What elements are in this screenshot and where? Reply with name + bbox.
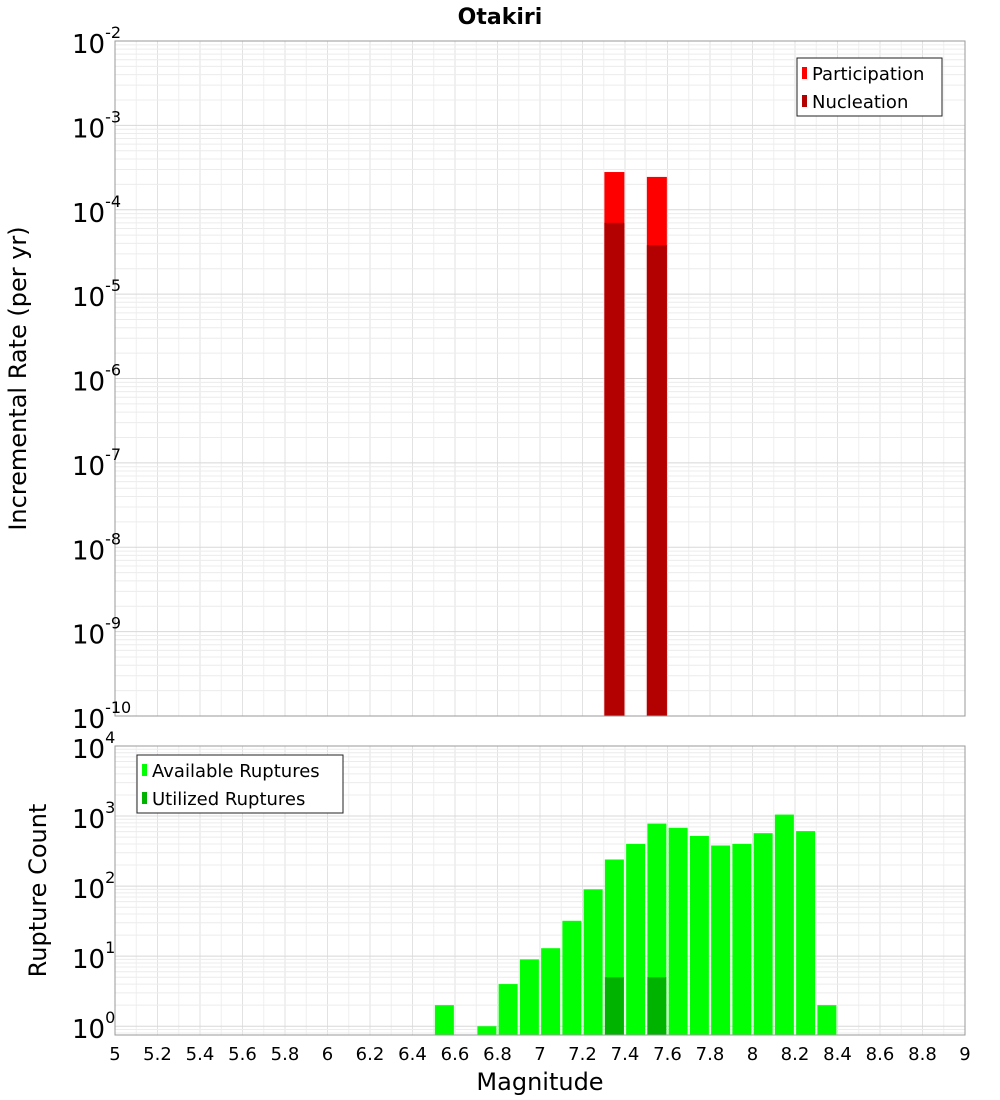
x-tick-label: 7.6 bbox=[653, 1044, 682, 1065]
legend-label: Available Ruptures bbox=[152, 761, 320, 782]
x-tick-label: 8 bbox=[747, 1044, 758, 1065]
bar-available-ruptures bbox=[562, 921, 581, 1035]
x-tick-label: 6.8 bbox=[483, 1044, 512, 1065]
y-tick-label: 10-10 bbox=[72, 698, 131, 735]
y-tick-exponent: 4 bbox=[105, 728, 115, 747]
bar-available-ruptures bbox=[541, 948, 560, 1035]
x-tick-label: 5.8 bbox=[271, 1044, 300, 1065]
legend-swatch bbox=[802, 67, 807, 79]
bar-available-ruptures bbox=[796, 831, 815, 1035]
x-tick-label: 8.4 bbox=[823, 1044, 852, 1065]
bar-available-ruptures bbox=[584, 889, 603, 1035]
y-tick-label: 10-4 bbox=[72, 192, 121, 229]
y-axis-label: Rupture Count bbox=[24, 804, 52, 978]
y-tick-exponent: 2 bbox=[105, 868, 115, 887]
y-tick-exponent: 1 bbox=[105, 938, 115, 957]
bar-available-ruptures bbox=[732, 844, 751, 1035]
legend-swatch bbox=[802, 95, 807, 107]
chart-title: Otakiri bbox=[458, 5, 543, 30]
bar-available-ruptures bbox=[690, 836, 709, 1035]
y-tick-label: 10-2 bbox=[72, 23, 121, 60]
x-axis-label: Magnitude bbox=[476, 1068, 603, 1096]
x-tick-label: 6.4 bbox=[398, 1044, 427, 1065]
x-tick-label: 7.4 bbox=[611, 1044, 640, 1065]
x-tick-label: 6.6 bbox=[441, 1044, 470, 1065]
x-tick-labels: 5 5.2 5.4 5.6 5.8 6 6.2 6.4 6.6 6.8 7 7.2 7.4 7.6 7.8 8… bbox=[109, 1044, 970, 1065]
x-tick-label: 7.2 bbox=[568, 1044, 597, 1065]
bars bbox=[435, 815, 837, 1035]
y-tick-label: 10-9 bbox=[72, 614, 121, 651]
x-tick-label: 9 bbox=[959, 1044, 970, 1065]
y-tick-exponent: 3 bbox=[105, 798, 115, 817]
x-tick-label: 8.8 bbox=[908, 1044, 937, 1065]
legend-swatch bbox=[142, 764, 147, 776]
bar-utilized-ruptures bbox=[605, 977, 624, 1035]
rate-panel: 10-10 10-9 10-8 10-7 10-6 10-5 10-4 10-3 10-2 Inc… bbox=[4, 23, 965, 735]
y-tick-exponent: -8 bbox=[105, 529, 121, 548]
y-tick-label: 101 bbox=[72, 938, 115, 975]
bar-available-ruptures bbox=[626, 844, 645, 1035]
x-tick-label: 5 bbox=[109, 1044, 120, 1065]
x-tick-label: 5.2 bbox=[143, 1044, 172, 1065]
y-tick-labels: 100 101 102 103 1 0 4 bbox=[72, 728, 115, 1045]
bar-available-ruptures bbox=[754, 833, 773, 1035]
bar-available-ruptures bbox=[669, 828, 688, 1035]
x-tick-label: 8.2 bbox=[781, 1044, 810, 1065]
bar-available-ruptures bbox=[817, 1005, 836, 1035]
bar-available-ruptures bbox=[775, 815, 794, 1035]
y-tick-label: 10-5 bbox=[72, 276, 121, 313]
grid bbox=[115, 41, 965, 716]
x-tick-label: 7 bbox=[534, 1044, 545, 1065]
legend-label: Utilized Ruptures bbox=[152, 789, 305, 810]
y-tick-exponent: -10 bbox=[105, 698, 131, 717]
x-tick-label: 6.2 bbox=[356, 1044, 385, 1065]
x-tick-label: 8.6 bbox=[866, 1044, 895, 1065]
y-tick-label: 103 bbox=[72, 798, 115, 835]
y-tick-exponent: -3 bbox=[105, 107, 121, 126]
bar-available-ruptures bbox=[435, 1005, 454, 1035]
y-tick-exponent: -4 bbox=[105, 192, 121, 211]
x-tick-label: 5.6 bbox=[228, 1044, 257, 1065]
bar-available-ruptures bbox=[499, 984, 518, 1035]
y-tick-label: 10-7 bbox=[72, 445, 121, 482]
y-tick-exponent: -6 bbox=[105, 361, 121, 380]
count-panel: 100 101 102 103 1 0 4 Rupture Count Available Ru… bbox=[24, 728, 971, 1096]
bar-available-ruptures bbox=[520, 959, 539, 1035]
y-tick-exponent: -5 bbox=[105, 276, 121, 295]
y-tick-label: 100 bbox=[72, 1008, 115, 1045]
y-tick-exponent: -2 bbox=[105, 23, 121, 42]
y-tick-exponent: 0 bbox=[105, 1008, 115, 1027]
x-tick-label: 6 bbox=[322, 1044, 333, 1065]
x-tick-label: 5.4 bbox=[186, 1044, 215, 1065]
legend: Available Ruptures Utilized Ruptures bbox=[137, 755, 343, 813]
legend: Participation Nucleation bbox=[797, 58, 942, 116]
y-tick-exponent: -7 bbox=[105, 445, 121, 464]
legend-label: Participation bbox=[812, 64, 924, 85]
bar-nucleation bbox=[604, 223, 624, 716]
bar-utilized-ruptures bbox=[647, 977, 666, 1035]
legend-swatch bbox=[142, 792, 147, 804]
bar-available-ruptures bbox=[477, 1026, 496, 1035]
y-tick-label: 102 bbox=[72, 868, 115, 905]
legend-label: Nucleation bbox=[812, 92, 908, 113]
y-axis-label: Incremental Rate (per yr) bbox=[4, 226, 32, 530]
x-tick-label: 7.8 bbox=[696, 1044, 725, 1065]
y-tick-label: 10-8 bbox=[72, 529, 121, 566]
bar-available-ruptures bbox=[711, 846, 730, 1035]
y-tick-label: 10-6 bbox=[72, 361, 121, 398]
y-tick-label: 10-3 bbox=[72, 107, 121, 144]
y-tick-exponent: -9 bbox=[105, 614, 121, 633]
bar-nucleation bbox=[647, 245, 667, 716]
